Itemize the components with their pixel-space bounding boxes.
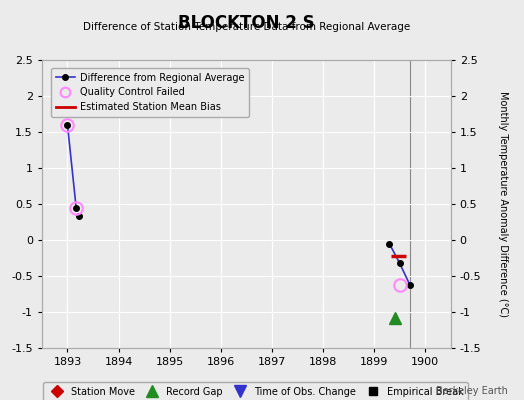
Text: BLOCKTON 2 S: BLOCKTON 2 S xyxy=(178,14,314,32)
Text: Berkeley Earth: Berkeley Earth xyxy=(436,386,508,396)
Y-axis label: Monthly Temperature Anomaly Difference (°C): Monthly Temperature Anomaly Difference (… xyxy=(498,91,508,317)
Text: Difference of Station Temperature Data from Regional Average: Difference of Station Temperature Data f… xyxy=(83,22,410,32)
Legend: Station Move, Record Gap, Time of Obs. Change, Empirical Break: Station Move, Record Gap, Time of Obs. C… xyxy=(42,382,468,400)
